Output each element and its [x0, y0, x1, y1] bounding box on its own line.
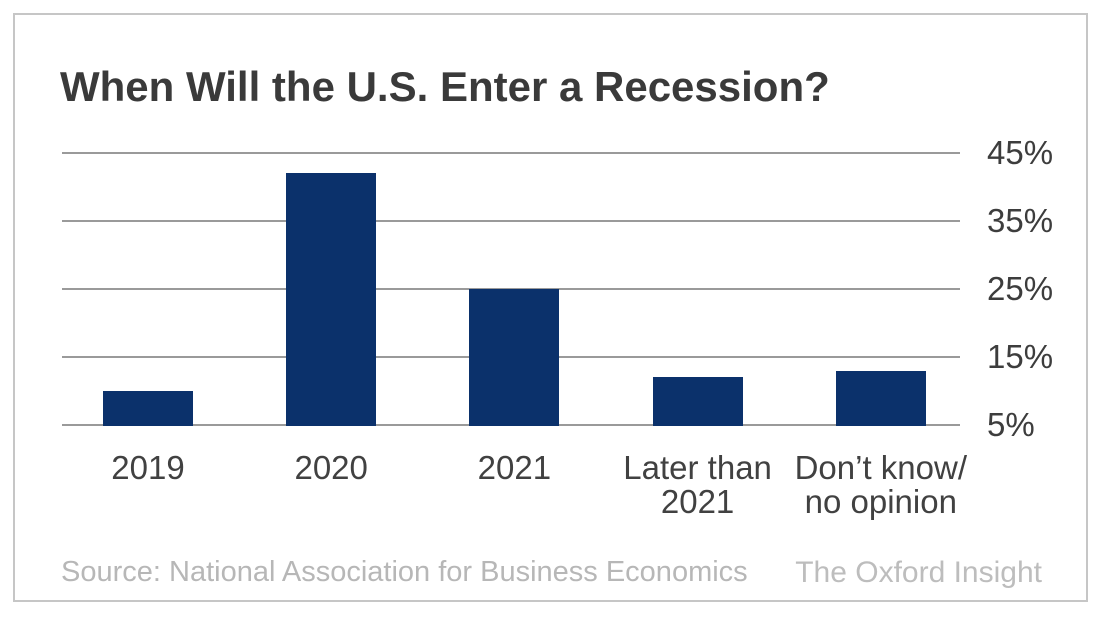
- chart-frame: When Will the U.S. Enter a Recession? 45…: [13, 13, 1088, 602]
- bar-2019: [103, 391, 193, 426]
- x-axis-category-label-2020: 2020: [294, 449, 368, 486]
- brand-label: The Oxford Insight: [795, 556, 1042, 589]
- y-axis-tick-label-5: 5%: [987, 406, 1035, 443]
- y-axis-tick-label-35: 35%: [987, 202, 1054, 239]
- gridline-35: [62, 220, 960, 222]
- x-axis-category-label-2021: 2021: [477, 449, 552, 486]
- bar-later-than-2021: [652, 377, 743, 426]
- gridline-45: [62, 152, 960, 154]
- y-axis-tick-label-45: 45%: [987, 134, 1054, 171]
- y-axis-tick-label-15: 15%: [987, 338, 1054, 375]
- source-note: Source: National Association for Busines…: [61, 556, 748, 588]
- x-axis-category-label-don-t-know-no-opinion: Don’t know/ no opinion: [794, 449, 967, 520]
- plot-area: 45% 35% 25% 15% 5% 2019 2020 2021 Later than 202…: [15, 15, 1086, 600]
- y-axis-tick-label-25: 25%: [987, 270, 1054, 307]
- bar-2020: [286, 173, 377, 426]
- bar-2021: [469, 289, 560, 426]
- chart-title: When Will the U.S. Enter a Recession?: [60, 63, 830, 110]
- x-axis-category-label-2019: 2019: [111, 449, 185, 486]
- x-axis-category-label-later-than-2021: Later than 2021: [623, 449, 772, 520]
- bar-don-t-know-no-opinion: [835, 370, 926, 426]
